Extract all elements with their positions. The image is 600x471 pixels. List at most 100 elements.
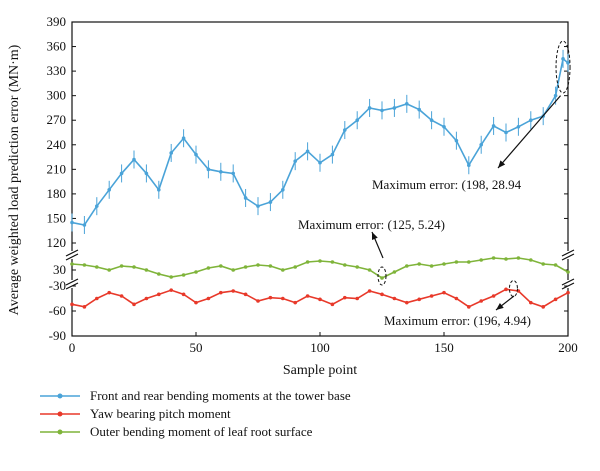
data-point <box>157 187 161 192</box>
data-point <box>529 258 533 262</box>
data-point <box>318 259 322 263</box>
data-point <box>553 93 558 98</box>
data-point <box>144 268 149 272</box>
y-axis-break-upper-mark-0 <box>65 249 79 257</box>
data-point <box>219 264 223 268</box>
data-point <box>442 262 446 266</box>
data-point <box>281 296 285 301</box>
data-point <box>529 118 533 123</box>
data-point <box>231 289 235 293</box>
data-point <box>343 263 347 267</box>
data-point <box>169 151 173 155</box>
y-tick-label: 390 <box>47 14 67 29</box>
data-point <box>231 171 235 176</box>
data-point <box>243 292 248 297</box>
y-tick-label: 210 <box>47 161 67 176</box>
data-point <box>429 264 434 268</box>
y-tick-label: 300 <box>47 88 67 103</box>
data-point <box>405 102 409 106</box>
legend-label-2: Outer bending moment of leaf root surfac… <box>90 424 313 439</box>
data-point <box>243 265 248 269</box>
data-point <box>181 292 186 297</box>
data-point <box>293 300 298 305</box>
x-tick-label: 50 <box>190 340 203 355</box>
y-axis-break-upper-mark-1 <box>561 249 575 257</box>
data-point <box>119 264 124 268</box>
y-tick-label: 330 <box>47 63 67 78</box>
data-point <box>256 204 260 208</box>
data-point <box>330 302 335 307</box>
max-error-ellipse-3 <box>508 280 518 297</box>
data-point <box>529 300 533 305</box>
data-point <box>305 294 310 298</box>
data-point <box>330 152 335 157</box>
data-point <box>194 270 198 274</box>
y-axis-break-upper-mark2-0 <box>65 253 79 261</box>
data-point <box>380 108 384 113</box>
y-tick-label: 150 <box>47 210 67 225</box>
data-point <box>553 297 558 302</box>
data-point <box>169 275 173 279</box>
data-point <box>256 299 260 303</box>
data-point <box>293 265 298 269</box>
y-axis-break-lower-mask-0 <box>68 280 76 288</box>
data-point <box>82 263 87 267</box>
max-error-ellipse-1 <box>555 40 571 94</box>
data-point <box>293 159 298 163</box>
data-point <box>392 270 397 274</box>
data-point <box>107 268 111 272</box>
data-point <box>231 268 235 272</box>
data-point <box>305 260 310 264</box>
data-point <box>491 124 496 128</box>
data-point <box>516 256 521 260</box>
data-point <box>467 305 471 309</box>
data-point <box>504 257 508 261</box>
data-point <box>181 273 186 277</box>
data-point <box>330 260 335 264</box>
data-point <box>119 171 124 176</box>
data-point <box>442 124 446 129</box>
data-point <box>429 118 434 123</box>
data-point <box>95 265 99 269</box>
data-point <box>70 302 74 307</box>
data-point <box>479 142 484 147</box>
data-point <box>467 163 471 168</box>
data-point <box>132 265 136 269</box>
data-point <box>367 106 372 110</box>
y-tick-label: -30 <box>49 278 66 293</box>
data-point <box>132 302 136 307</box>
y-tick-label: 120 <box>47 235 67 250</box>
legend-marker-1 <box>57 411 63 417</box>
x-axis-title: Sample point <box>283 363 357 378</box>
data-point <box>268 264 273 268</box>
data-point <box>281 268 285 272</box>
y-axis-break-upper-mask-1 <box>564 251 572 259</box>
data-point <box>70 220 74 225</box>
data-point <box>392 106 397 110</box>
data-point <box>566 270 570 274</box>
data-point <box>169 288 173 292</box>
data-point <box>405 264 409 268</box>
data-point <box>107 187 111 192</box>
y-tick-label: -60 <box>49 303 66 318</box>
data-point <box>305 149 310 154</box>
data-point <box>442 290 446 295</box>
data-point <box>355 296 360 301</box>
data-point <box>256 263 260 267</box>
data-point <box>206 296 211 301</box>
max-error-arrow-2-head <box>372 232 378 240</box>
data-point <box>380 276 384 280</box>
data-point <box>243 196 248 200</box>
data-point <box>119 294 124 298</box>
y-tick-label: 180 <box>47 186 67 201</box>
data-point <box>405 300 409 305</box>
data-point <box>181 136 186 141</box>
data-point <box>566 61 570 65</box>
y-axis-break-upper-mark2-1 <box>561 253 575 261</box>
data-point <box>479 258 484 262</box>
data-point <box>491 294 496 298</box>
max-error-arrow-1 <box>497 95 562 169</box>
max-error-label-2: Maximum error: (125, 5.24) <box>298 217 445 232</box>
